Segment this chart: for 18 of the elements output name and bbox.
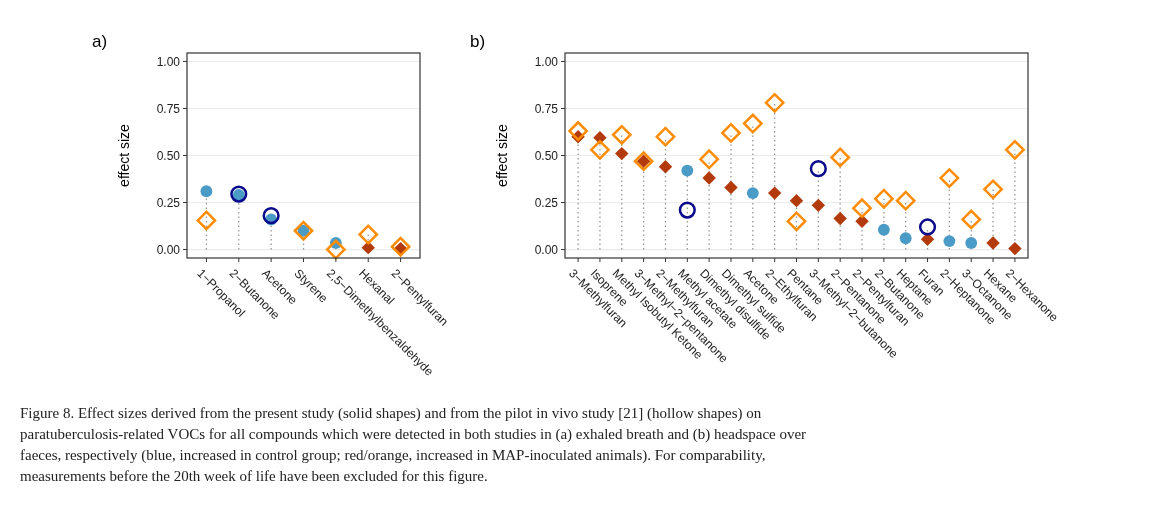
chart-title: a) xyxy=(92,32,108,51)
y-axis-title: effect size xyxy=(494,123,510,187)
y-tick-label: 0.50 xyxy=(156,148,181,163)
y-tick-label: 0.00 xyxy=(156,242,181,257)
y-tick-label: 1.00 xyxy=(156,54,181,69)
y-tick-label: 0.75 xyxy=(534,101,559,116)
text: measurements before the 20th week of life have been excluded for this figure. xyxy=(20,468,488,484)
y-tick-label: 1.00 xyxy=(534,54,559,69)
y-tick-label: 0.00 xyxy=(534,242,559,257)
y-tick-label: 0.25 xyxy=(156,195,181,210)
caption: Figure 8. Effect sizes derived from the present study (solid shapes) and from the pilot in vivo study [21] (hollow shapes) on xyxy=(20,405,762,422)
text: paratuberculosis-related VOCs for all compounds which were detected in both studies in (a) exhaled breath and (b) headspace over xyxy=(20,426,807,443)
y-axis-title: effect size xyxy=(116,123,132,187)
text: faeces, respectively (blue, increased in control group; red/orange, increased in MAP-inoculated animals). For comparability, xyxy=(20,447,766,464)
y-tick-label: 0.25 xyxy=(534,195,559,210)
y-tick-label: 0.75 xyxy=(156,101,181,116)
chart-title: b) xyxy=(470,32,486,51)
y-tick-label: 0.50 xyxy=(534,148,559,163)
